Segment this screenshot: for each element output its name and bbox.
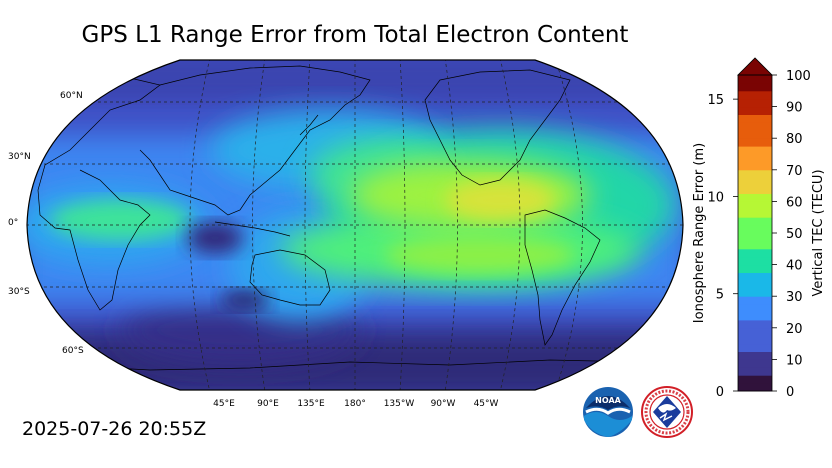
colorbar-right-tick-label: 60 (786, 195, 803, 210)
colorbar-left-tick-label: 5 (716, 288, 724, 303)
lon-label-90w: 90°W (431, 399, 456, 409)
timestamp: 2025-07-26 20:55Z (22, 418, 207, 440)
colorbar-band (738, 343, 772, 352)
colorbar-band (738, 209, 772, 218)
colorbar: 0 10 20 30 40 50 60 70 80 90 100 0 5 10 15 Vertical T… (692, 57, 826, 400)
colorbar-right-tick-label: 100 (786, 69, 811, 84)
graticule (27, 60, 683, 390)
colorbar-band (738, 130, 772, 139)
lat-label-30s: 30°S (8, 287, 30, 297)
colorbar-right-tick-label: 80 (786, 132, 803, 147)
colorbar-right-tick-label: 10 (786, 353, 803, 368)
colorbar-band (738, 375, 772, 384)
lon-label-45w: 45°W (474, 399, 499, 409)
colorbar-band (738, 193, 772, 202)
globe-outline (26, 59, 684, 391)
colorbar-band (738, 201, 772, 210)
map-title: GPS L1 Range Error from Total Electron C… (81, 22, 629, 48)
lat-label-60s: 60°S (62, 346, 84, 356)
colorbar-right-label: Vertical TEC (TECU) (811, 169, 826, 296)
colorbar-left-tick-label: 0 (716, 385, 724, 400)
colorbar-band (738, 335, 772, 345)
colorbar-band (738, 264, 772, 273)
colorbar-band (738, 233, 772, 242)
noaa-logo: NOAA (583, 387, 633, 437)
colorbar-right-tick-label: 30 (786, 290, 803, 305)
colorbar-band (738, 304, 772, 313)
colorbar-band (738, 312, 772, 321)
colorbar-right-tick-label: 0 (786, 385, 794, 400)
lon-label-135w: 135°W (384, 399, 415, 409)
lon-label-90e: 90°E (257, 399, 279, 409)
colorbar-band (738, 225, 772, 234)
colorbar-band (738, 122, 772, 131)
colorbar-band (738, 169, 772, 179)
colorbar-band (738, 296, 772, 305)
colorbar-band (738, 351, 772, 360)
colorbar-band (738, 319, 772, 329)
colorbar-left-label: Ionosphere Range Error (m) (692, 143, 707, 323)
colorbar-band (738, 256, 772, 266)
lat-label-60n: 60°N (60, 91, 83, 101)
lon-label-45e: 45°E (213, 399, 235, 409)
colorbar-band (738, 367, 772, 376)
colorbar-band (738, 383, 772, 392)
lon-label-180: 180° (344, 399, 366, 409)
colorbar-band (738, 138, 772, 147)
colorbar-band (738, 288, 772, 297)
colorbar-band (738, 327, 772, 337)
colorbar-right-tick-label: 20 (786, 322, 803, 337)
lat-label-30n: 30°N (8, 152, 31, 162)
colorbar-left-tick-label: 15 (707, 93, 724, 108)
colorbar-band (738, 90, 772, 100)
nws-logo (641, 386, 693, 438)
colorbar-band (738, 106, 772, 115)
colorbar-band (738, 154, 772, 163)
colorbar-band (738, 185, 772, 194)
colorbar-band (738, 98, 772, 108)
colorbar-right-tick-label: 90 (786, 101, 803, 116)
colorbar-band (738, 240, 772, 250)
colorbar-band (738, 177, 772, 187)
colorbar-band (738, 359, 772, 368)
lat-label-equator: 0° (8, 218, 18, 228)
colorbar-left-tick-label: 10 (707, 190, 724, 205)
coastlines (37, 61, 661, 371)
colorbar-band (738, 75, 772, 84)
colorbar-band (738, 248, 772, 258)
colorbar-right-tick-label: 40 (786, 259, 803, 274)
colorbar-band (738, 161, 772, 171)
colorbar-extend-triangle (737, 57, 773, 76)
noaa-logo-text: NOAA (595, 396, 621, 405)
colorbar-right-tick-label: 50 (786, 227, 803, 242)
colorbar-band (738, 146, 772, 155)
colorbar-band (738, 280, 772, 289)
colorbar-band (738, 217, 772, 226)
colorbar-bands (738, 75, 772, 392)
lon-label-135e: 135°E (297, 399, 325, 409)
colorbar-band (738, 272, 772, 281)
colorbar-band (738, 82, 772, 92)
colorbar-right-tick-label: 70 (786, 164, 803, 179)
colorbar-band (738, 114, 772, 123)
